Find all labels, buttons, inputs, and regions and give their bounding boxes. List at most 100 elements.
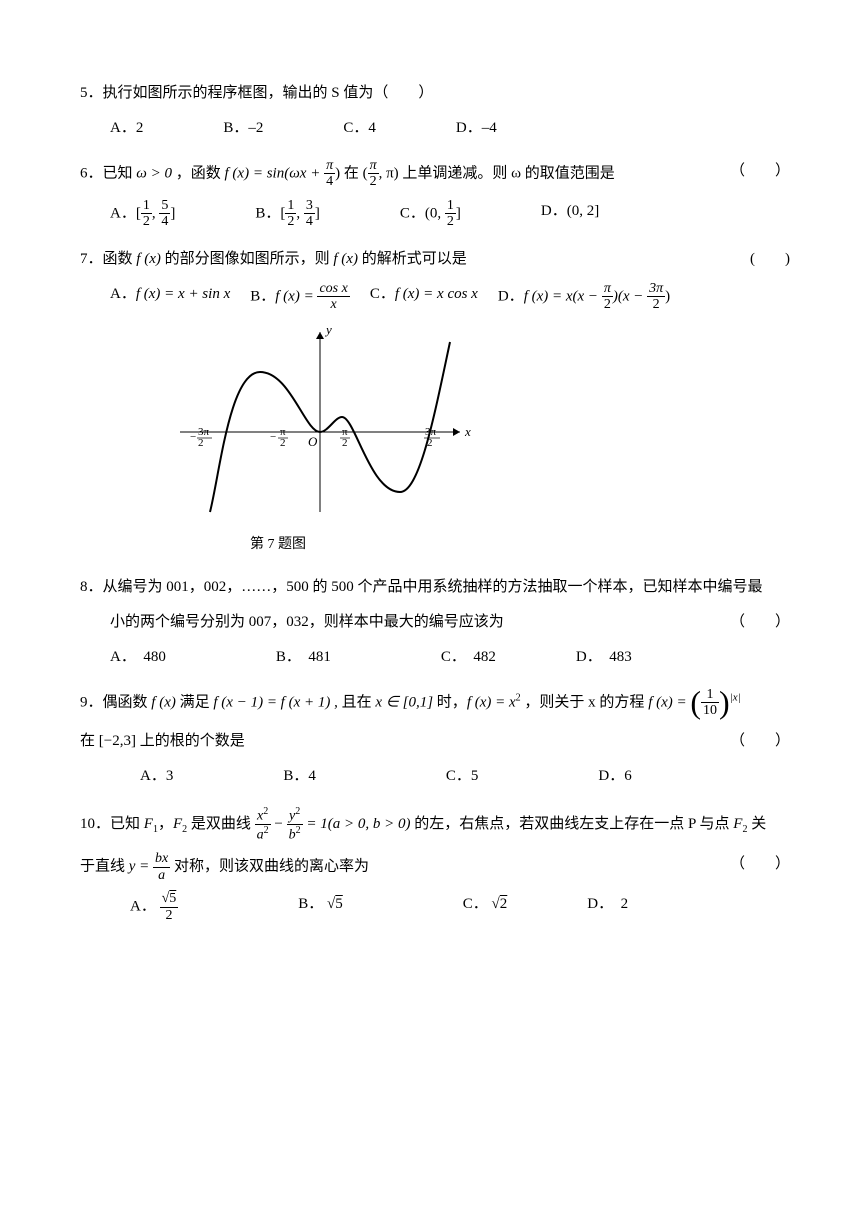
- q10-optD: D． 2: [587, 891, 628, 923]
- t: f (x): [333, 251, 358, 267]
- q9-optC: C．5: [446, 763, 479, 790]
- label: D．: [456, 120, 482, 136]
- value: 2: [621, 896, 629, 912]
- q6-body: 6．已知 ω > 0 ，函数 f (x) = sin(ωx + π4) 在 (π…: [80, 158, 615, 190]
- paren: （ ）: [730, 609, 790, 636]
- label: A．: [130, 899, 156, 915]
- q8-optD: D． 483: [576, 644, 632, 671]
- q6-optD: D．(0, 2]: [541, 198, 599, 230]
- f: 3π2: [647, 281, 665, 313]
- t: F: [144, 816, 153, 832]
- num: π: [324, 158, 335, 173]
- q5-num: 5．: [80, 85, 103, 101]
- q5-options: A．2 B．–2 C．4 D．–4: [80, 115, 790, 142]
- t: 时，: [433, 694, 467, 710]
- f: cos xx: [317, 281, 349, 313]
- value: f (x) = x cos x: [395, 286, 478, 302]
- origin: O: [308, 434, 318, 449]
- label: B．: [276, 649, 294, 665]
- q9-stem2: 在 [−2,3] 上的根的个数是 （ ）: [80, 728, 790, 755]
- f: x2a2: [255, 806, 271, 843]
- f: 12: [445, 198, 456, 230]
- d: 2: [647, 296, 665, 312]
- q6-num: 6．: [80, 165, 103, 181]
- q9-optD: D．6: [598, 763, 631, 790]
- t: x ∈ [0,1]: [375, 694, 433, 710]
- value: 3: [166, 768, 174, 784]
- value: (0, 2]: [567, 203, 600, 219]
- value: 483: [609, 649, 632, 665]
- t: ): [665, 288, 670, 304]
- frac: π2: [368, 158, 379, 190]
- t: f (x) = x(x −: [524, 288, 602, 304]
- t: f (x) = x: [467, 694, 516, 710]
- q10-num: 10．: [80, 816, 110, 832]
- t: ) 在 (: [335, 165, 368, 181]
- x-label: x: [464, 424, 471, 439]
- label: D．: [598, 768, 624, 784]
- d: 2: [445, 213, 456, 229]
- value: 482: [473, 649, 496, 665]
- value: 480: [143, 649, 166, 665]
- t: b: [289, 828, 296, 843]
- q7-stem: 7．函数 f (x) 的部分图像如图所示，则 f (x) 的解析式可以是 ( ): [80, 246, 790, 273]
- q8-options: A． 480 B． 481 C． 482 D． 483: [80, 644, 790, 671]
- q5-optB: B．–2: [223, 115, 263, 142]
- t: f (x) =: [275, 288, 317, 304]
- label: B．: [255, 205, 280, 221]
- t: 的左，右焦点，若双曲线左支上存在一点 P 与点: [410, 816, 733, 832]
- q10-stem: 10．已知 F1，F2 是双曲线 x2a2 − y2b2 = 1(a > 0, …: [80, 806, 790, 843]
- t: 2: [263, 806, 268, 817]
- t: 的部分图像如图所示，则: [161, 251, 334, 267]
- t: 在 [−2,3] 上的根的个数是: [80, 728, 245, 755]
- f: y2b2: [287, 806, 303, 843]
- label: D．: [498, 288, 524, 304]
- t: ，函数: [172, 165, 225, 181]
- rp: ): [719, 690, 730, 716]
- q7-optD: D．f (x) = x(x − π2)(x − 3π2): [498, 281, 670, 313]
- n: 1: [445, 198, 456, 213]
- d: 10: [701, 702, 719, 718]
- label: A．: [110, 649, 128, 665]
- t: , 且在: [330, 694, 375, 710]
- q8-stem: 8．从编号为 001，002，……，500 的 500 个产品中用系统抽样的方法…: [80, 574, 790, 601]
- paren: （ ）: [730, 158, 790, 190]
- label: C．: [441, 649, 459, 665]
- question-8: 8．从编号为 001，002，……，500 的 500 个产品中用系统抽样的方法…: [80, 574, 790, 671]
- d: a: [153, 867, 170, 883]
- t: 2: [264, 825, 269, 836]
- t: 2: [295, 806, 300, 817]
- q6-optA: A．[12, 54]: [110, 198, 175, 230]
- value: 481: [308, 649, 331, 665]
- n: 1: [701, 687, 719, 702]
- paren: （ ）: [730, 728, 790, 755]
- d: 2: [602, 296, 613, 312]
- t: −: [271, 816, 287, 832]
- q9-num: 9．: [80, 694, 103, 710]
- value: –2: [248, 120, 263, 136]
- n: y2: [287, 806, 303, 824]
- q7-optA: A．f (x) = x + sin x: [110, 281, 230, 313]
- label: C．: [370, 286, 395, 302]
- q6-optB: B．[12, 34]: [255, 198, 320, 230]
- tick: π2: [342, 426, 348, 449]
- frac: π4: [324, 158, 335, 190]
- t: 从编号为 001，002，……，500 的 500 个产品中用系统抽样的方法抽取…: [103, 579, 763, 595]
- q7-optB: B．f (x) = cos xx: [250, 281, 350, 313]
- q7-graph: x y O − 3π2 − π2 π2 3π2 第 7 题图: [80, 322, 790, 557]
- q10-optC: C． √2: [463, 891, 508, 923]
- body: 于直线 y = bxa 对称，则该双曲线的离心率为: [80, 851, 369, 883]
- d: a2: [255, 824, 271, 843]
- f: π2: [602, 281, 613, 313]
- n: 3: [304, 198, 315, 213]
- n: x2: [255, 806, 271, 824]
- t: 对称，则该双曲线的离心率为: [170, 859, 369, 875]
- t: y =: [129, 859, 153, 875]
- t: 关: [747, 816, 766, 832]
- label: D．: [541, 203, 567, 219]
- tick: 3π2: [425, 426, 437, 449]
- n: √5: [160, 891, 179, 906]
- d: 2: [285, 213, 296, 229]
- question-10: 10．已知 F1，F2 是双曲线 x2a2 − y2b2 = 1(a > 0, …: [80, 806, 790, 923]
- d: b2: [287, 824, 303, 843]
